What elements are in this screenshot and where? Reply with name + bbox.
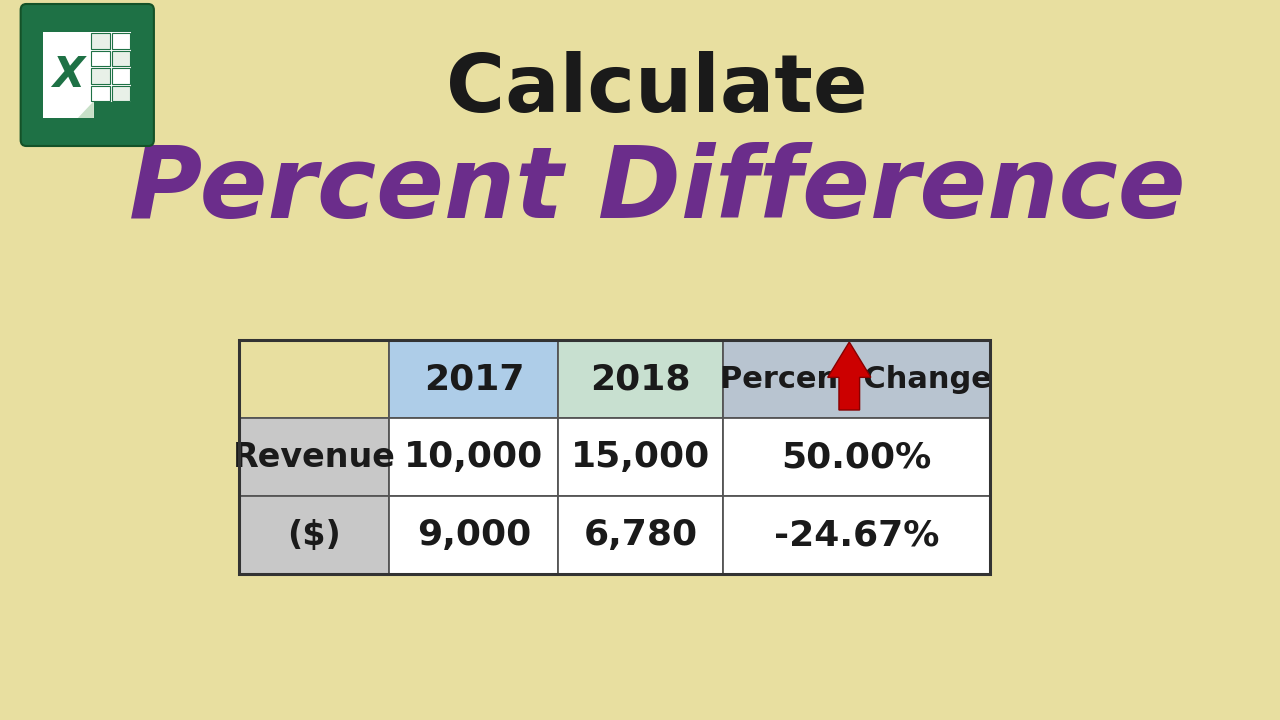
Bar (239, 496, 389, 574)
Bar (558, 496, 723, 574)
Bar (723, 496, 989, 574)
Bar (111, 86, 131, 101)
Text: Calculate: Calculate (447, 51, 868, 129)
Text: 9,000: 9,000 (417, 518, 531, 552)
Text: ($): ($) (288, 518, 342, 552)
Text: Percent Change: Percent Change (721, 364, 992, 394)
Text: 50.00%: 50.00% (781, 440, 932, 474)
Bar (111, 33, 131, 48)
Polygon shape (78, 101, 93, 118)
Bar (90, 32, 132, 102)
Bar (239, 340, 389, 418)
Text: Percent Difference: Percent Difference (128, 142, 1185, 238)
Text: X: X (52, 54, 84, 96)
Bar (239, 418, 389, 496)
Polygon shape (44, 32, 93, 118)
Text: -24.67%: -24.67% (773, 518, 940, 552)
FancyBboxPatch shape (20, 4, 154, 146)
Text: 2017: 2017 (424, 362, 524, 396)
Text: 15,000: 15,000 (571, 440, 710, 474)
Bar (558, 418, 723, 496)
Bar (91, 33, 110, 48)
Bar (558, 340, 723, 418)
Bar (723, 340, 989, 418)
Text: 6,780: 6,780 (584, 518, 698, 552)
Bar (91, 50, 110, 66)
Text: 2018: 2018 (590, 362, 691, 396)
Bar (389, 418, 558, 496)
Bar (239, 340, 989, 574)
Text: Revenue: Revenue (233, 441, 396, 474)
Polygon shape (828, 342, 870, 410)
Bar (389, 496, 558, 574)
Bar (723, 418, 989, 496)
Bar (91, 86, 110, 101)
Bar (111, 68, 131, 84)
Bar (389, 340, 558, 418)
Bar (111, 50, 131, 66)
Bar (91, 68, 110, 84)
Text: 10,000: 10,000 (404, 440, 544, 474)
